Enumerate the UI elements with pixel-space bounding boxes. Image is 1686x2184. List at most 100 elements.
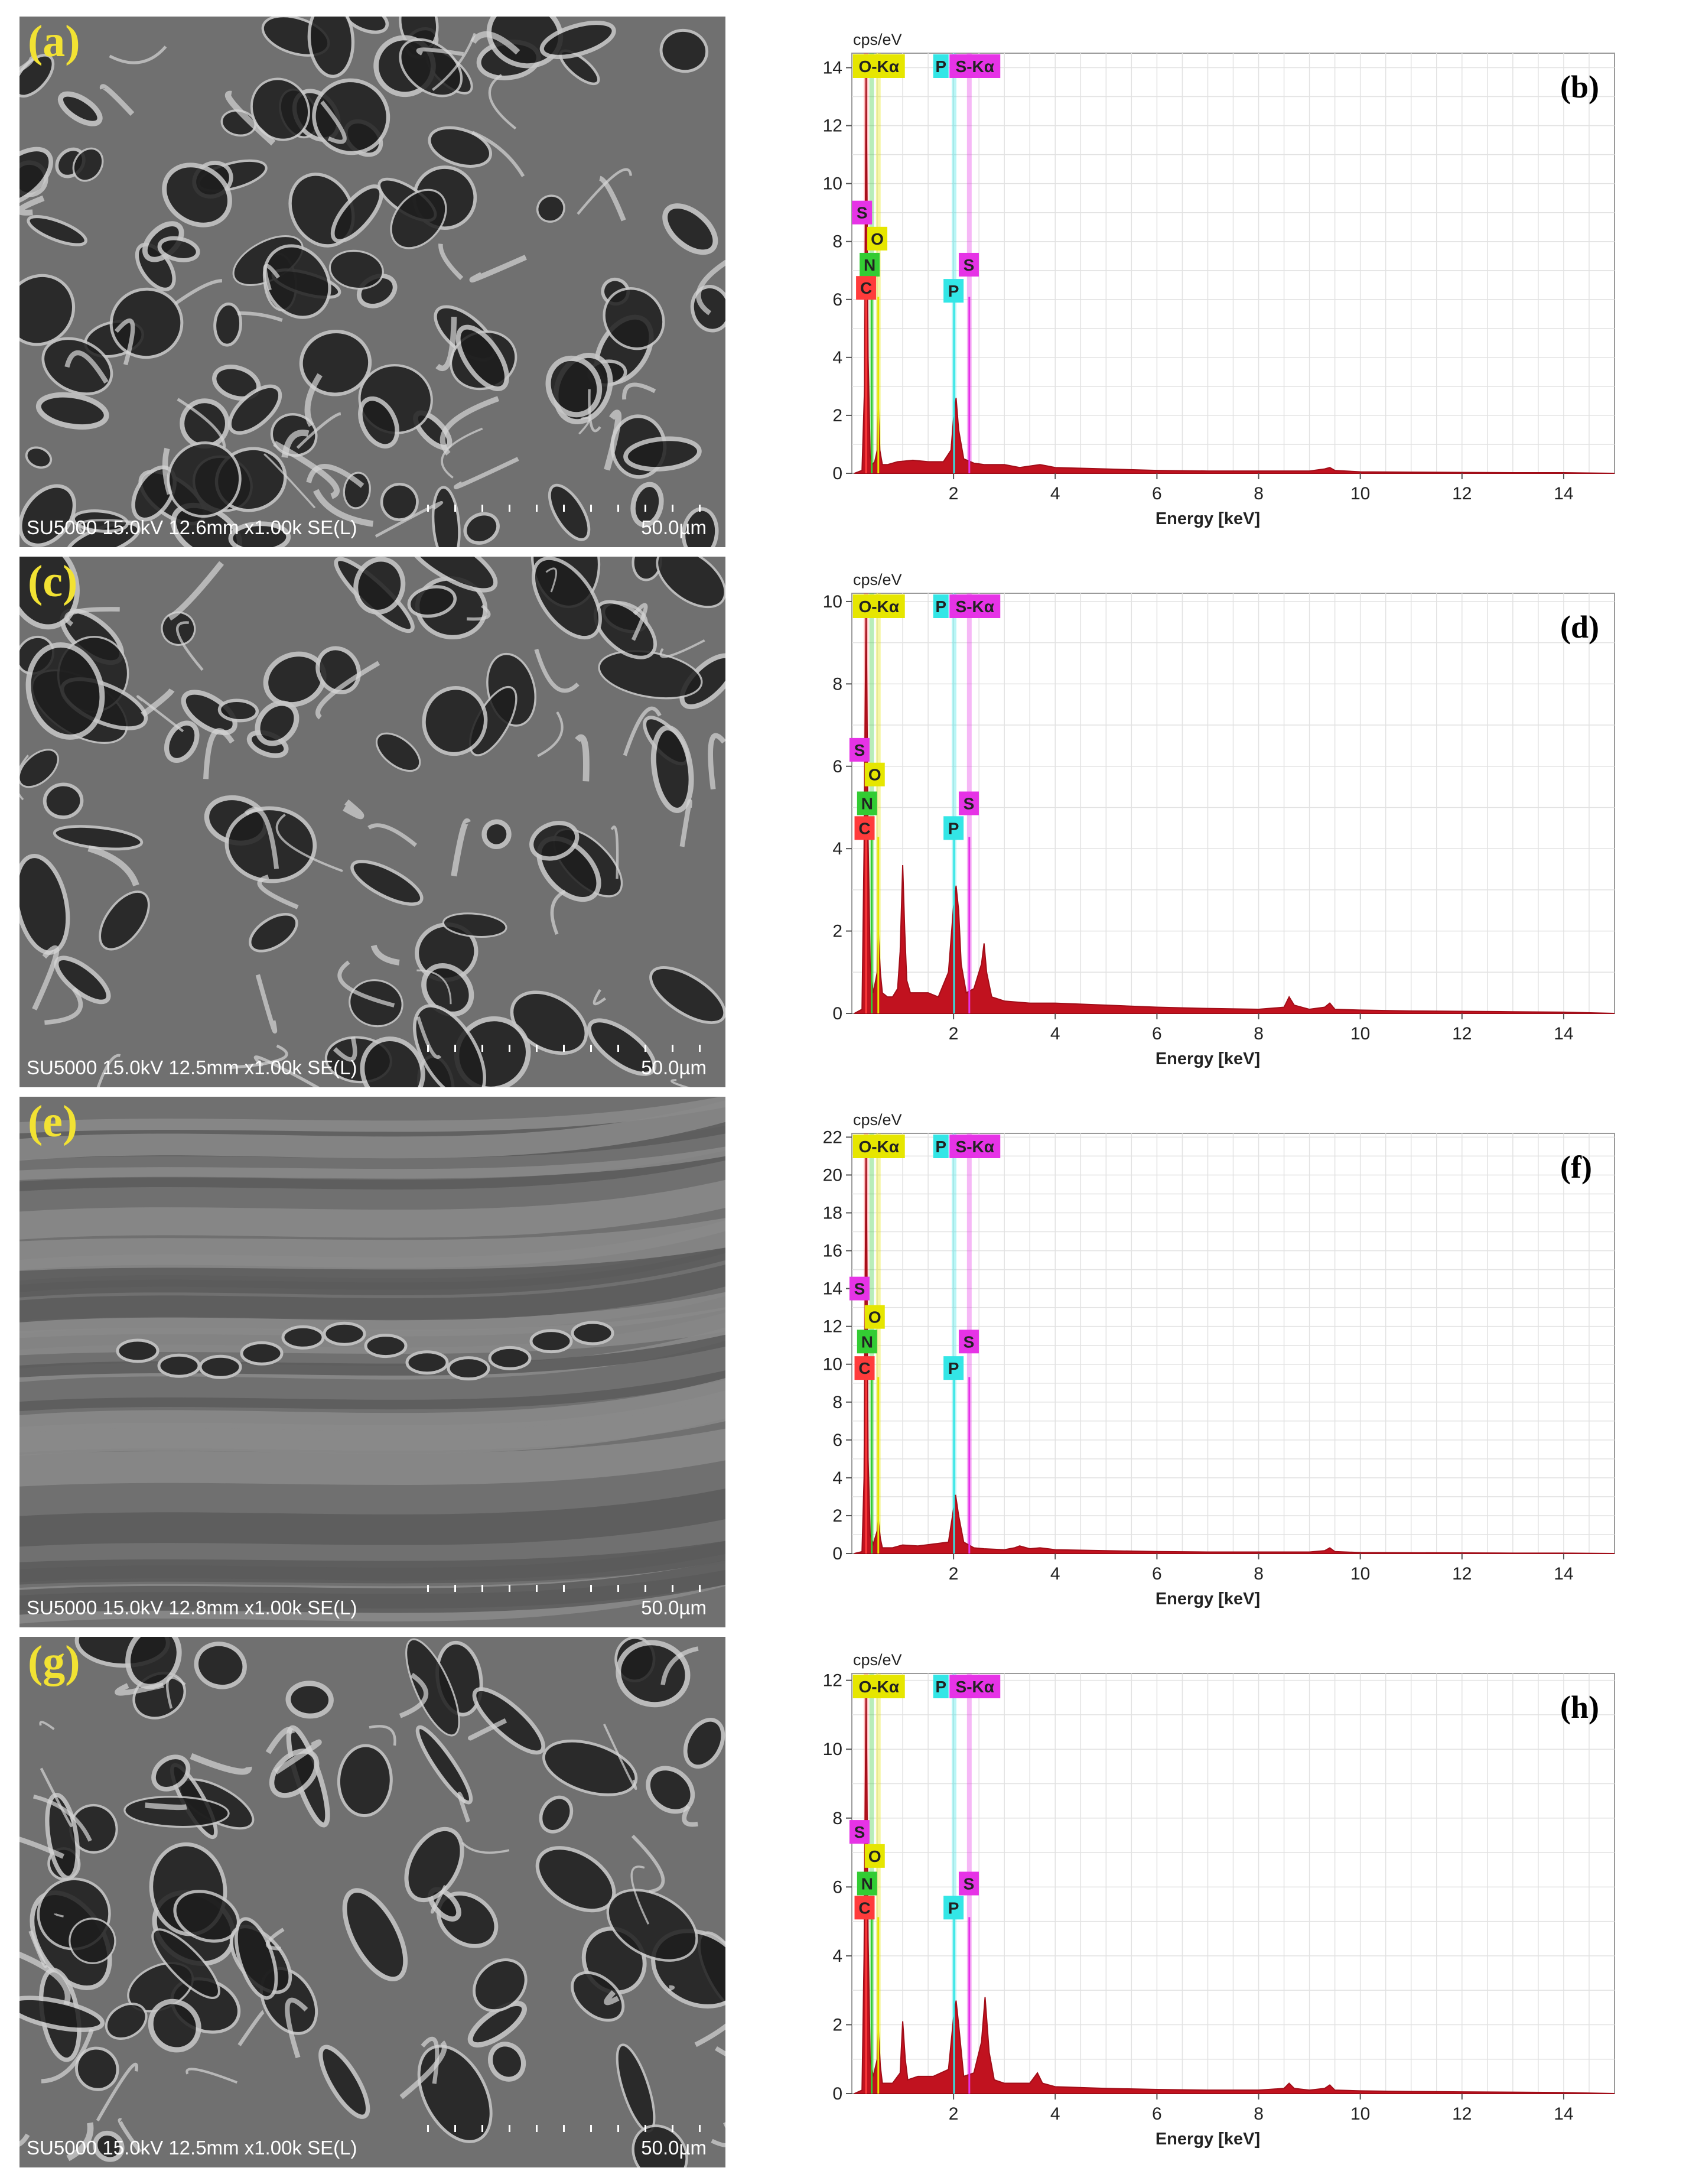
element-marker-text: N (864, 256, 875, 274)
sem-scale-ticks (427, 2125, 711, 2132)
sem-texture (19, 557, 725, 1087)
y-tick-label: 6 (832, 1431, 842, 1450)
x-tick-label: 12 (1452, 2104, 1472, 2124)
sem-info-bar: SU5000 15.0kV 12.5mm x1.00k SE(L) (27, 2137, 357, 2159)
figure-row-2: (c) SU5000 15.0kV 12.5mm x1.00k SE(L) 50… (0, 557, 1686, 1093)
x-tick-label: 14 (1554, 1564, 1573, 1584)
sem-texture (19, 17, 725, 547)
x-tick-label: 14 (1554, 2104, 1573, 2124)
sem-info-bar: SU5000 15.0kV 12.8mm x1.00k SE(L) (27, 1597, 357, 1618)
element-marker-box (857, 1330, 877, 1354)
spectrum-area (854, 1137, 1615, 1554)
sem-image-c: (c) SU5000 15.0kV 12.5mm x1.00k SE(L) 50… (19, 557, 725, 1087)
element-marker-text: N (861, 1875, 873, 1893)
y-axis-label: cps/eV (853, 1651, 902, 1669)
x-tick-label: 6 (1152, 484, 1162, 503)
sem-scale-bar-label: 50.0µm (641, 1057, 707, 1078)
y-tick-label: 6 (832, 1877, 842, 1897)
y-tick-label: 22 (823, 1127, 842, 1147)
element-marker-text: N (861, 1332, 873, 1351)
element-marker-box (849, 737, 870, 762)
y-tick-label: 16 (823, 1242, 842, 1261)
element-band-p (951, 1673, 956, 2094)
element-marker-box (857, 1871, 877, 1896)
element-marker-box (856, 276, 877, 300)
x-tick-label: 8 (1254, 2104, 1264, 2124)
element-marker-text: O (871, 230, 884, 248)
header-label-box (949, 54, 1001, 78)
x-tick-label: 4 (1050, 1564, 1060, 1584)
y-tick-label: 8 (832, 232, 842, 252)
y-tick-label: 2 (832, 1506, 842, 1526)
element-marker-box (943, 1356, 964, 1380)
element-band-o (875, 1673, 881, 2094)
header-label-box (949, 594, 1001, 618)
header-label-box (933, 1135, 949, 1158)
panel-label-a: (a) (28, 17, 80, 66)
element-band-o (875, 1133, 881, 1554)
x-axis-label: Energy [keV] (1156, 2130, 1260, 2149)
y-tick-label: 6 (832, 290, 842, 310)
header-label-box (852, 1135, 905, 1158)
element-marker-box (958, 252, 979, 277)
x-tick-label: 2 (949, 1024, 959, 1044)
header-label-box (933, 54, 949, 78)
element-marker-text: N (861, 795, 873, 813)
sem-texture (19, 1637, 725, 2167)
x-tick-label: 10 (1350, 484, 1370, 503)
x-tick-label: 8 (1254, 1024, 1264, 1044)
header-label-text: O-Kα (858, 1138, 899, 1156)
element-marker-text: P (948, 282, 959, 300)
element-marker-box (864, 1844, 885, 1868)
element-marker-text: S (964, 795, 975, 813)
sem-scale-bar-label: 50.0µm (641, 2137, 707, 2159)
y-axis-label: cps/eV (853, 571, 902, 589)
element-marker-text: P (948, 819, 959, 837)
y-tick-label: 6 (832, 757, 842, 776)
x-axis-label: Energy [keV] (1156, 509, 1260, 528)
sem-scale-bar-label: 50.0µm (641, 1597, 707, 1618)
x-tick-label: 2 (949, 2104, 959, 2124)
element-marker-box (854, 816, 875, 840)
sem-scale-ticks (427, 1585, 711, 1592)
element-marker-text: P (948, 1899, 959, 1917)
sem-texture (19, 1097, 725, 1627)
element-marker-box (849, 1820, 870, 1844)
figure-row-1: (a) SU5000 15.0kV 12.6mm x1.00k SE(L) 50… (0, 17, 1686, 553)
y-tick-label: 14 (823, 58, 842, 78)
y-tick-label: 0 (832, 464, 842, 483)
x-tick-label: 10 (1350, 1024, 1370, 1044)
header-label-box (949, 1135, 1001, 1158)
x-tick-label: 8 (1254, 484, 1264, 503)
header-label-text: P (935, 57, 946, 76)
y-tick-label: 4 (832, 839, 842, 859)
y-tick-label: 4 (832, 1946, 842, 1966)
eds-spectrum-b: 2 4 6 8 10 12 14 0 2 4 6 8 10 12 14 cps/eV Energy [keV] O… (803, 17, 1686, 553)
panel-label-c: (c) (28, 557, 78, 606)
eds-spectrum-h: 2 4 6 8 10 12 14 0 2 4 6 8 10 12 cps/eV Energy [keV] O-K… (803, 1637, 1686, 2173)
x-tick-label: 2 (949, 1564, 959, 1584)
eds-plot: 2 4 6 8 10 12 14 0 2 4 6 8 10 12 cps/eV Energy [keV] O-K… (823, 1651, 1615, 2149)
x-tick-label: 6 (1152, 1024, 1162, 1044)
element-marker-text: C (858, 1359, 870, 1377)
element-marker-text: C (858, 819, 870, 837)
y-tick-label: 4 (832, 1468, 842, 1488)
element-marker-box (852, 200, 873, 225)
element-marker-text: S (854, 1823, 865, 1841)
y-tick-label: 2 (832, 406, 842, 425)
element-marker-text: O (868, 1847, 881, 1866)
header-label-text: O-Kα (858, 1678, 899, 1696)
panel-label-b: (b) (1560, 69, 1599, 105)
panel-label-d: (d) (1560, 609, 1599, 645)
y-tick-label: 10 (823, 174, 842, 194)
header-label-text: O-Kα (858, 57, 899, 76)
y-tick-label: 14 (823, 1279, 842, 1299)
element-marker-box (864, 1305, 885, 1329)
x-tick-label: 12 (1452, 1564, 1472, 1584)
header-label-box (949, 1675, 1001, 1698)
sem-info-bar: SU5000 15.0kV 12.6mm x1.00k SE(L) (27, 516, 357, 538)
element-marker-text: S (964, 256, 975, 274)
x-tick-label: 12 (1452, 484, 1472, 503)
y-tick-label: 12 (823, 116, 842, 136)
x-tick-label: 4 (1050, 2104, 1060, 2124)
